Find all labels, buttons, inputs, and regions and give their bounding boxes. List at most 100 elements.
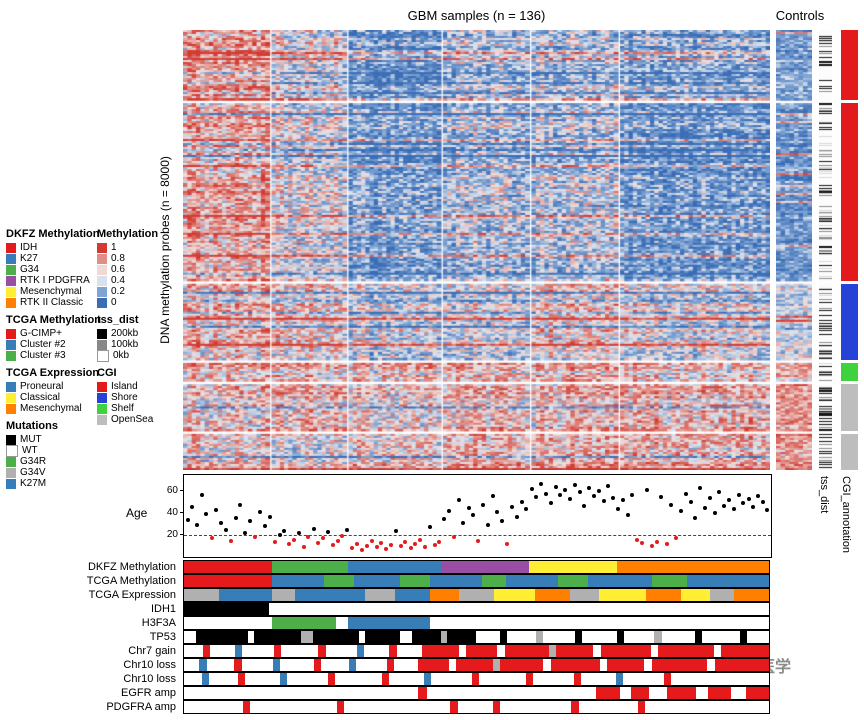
track-segment (429, 575, 483, 587)
age-point (490, 493, 495, 498)
age-point (292, 537, 297, 542)
age-threshold-line (184, 535, 771, 537)
track-segment (268, 603, 769, 615)
legend-swatch (6, 381, 16, 392)
legend-swatch (97, 264, 107, 275)
legend-item: IDH (6, 242, 98, 253)
legend-item: 200kb (97, 328, 189, 339)
track-segment (356, 659, 388, 671)
age-point (238, 502, 243, 507)
legend-item-label: 1 (111, 242, 117, 253)
track-segment (271, 561, 348, 573)
age-point (693, 515, 698, 520)
age-point (500, 518, 505, 523)
age-point (495, 510, 500, 515)
track-segment (497, 645, 505, 657)
track-segment (441, 561, 530, 573)
age-point (572, 482, 577, 487)
legend-swatch (6, 467, 16, 478)
controls-title: Controls (775, 8, 825, 23)
track-segment (558, 575, 588, 587)
track-segment (663, 673, 671, 685)
legend-item: MUT (6, 434, 98, 445)
legend-item: 0 (97, 297, 189, 308)
legend-item-label: Classical (20, 392, 61, 403)
legend-swatch (97, 275, 107, 286)
age-point (258, 510, 263, 515)
track-segment (364, 645, 390, 657)
track-segment (670, 673, 769, 685)
track-label: TP53 (149, 631, 176, 643)
legend-item: K27 (6, 253, 98, 264)
age-point (534, 494, 539, 499)
legend-group-tss-dist: tss_dist 200kb 100kb 0kb (97, 314, 189, 362)
track-segment (500, 659, 544, 671)
age-point (432, 542, 437, 547)
age-point (688, 500, 693, 505)
track-segment (248, 631, 255, 643)
legend-swatch (97, 297, 107, 308)
track-segment (347, 617, 430, 629)
legend-item: RTK I PDGFRA (6, 275, 98, 286)
legend-swatch (97, 414, 107, 425)
age-point (625, 513, 630, 518)
legend-swatch (6, 253, 16, 264)
legend-swatch (6, 328, 16, 339)
track-segment (593, 645, 601, 657)
legend-group-dkfz-methylation: DKFZ Methylation IDH K27 G34 RTK I PDGFRA Mes… (6, 228, 100, 308)
legend-swatch (97, 242, 107, 253)
track-row-dkfz-methylation (183, 560, 770, 574)
legend-item-label: G34V (20, 467, 46, 478)
legend-swatch (97, 381, 107, 392)
legend-column: Methylation 1 0.8 0.6 0.4 0.2 0 tss_dist 200kb 10… (97, 228, 189, 431)
track-segment (651, 659, 708, 671)
legend-item: 0kb (97, 349, 189, 362)
track-segment (334, 673, 382, 685)
main-title: GBM samples (n = 136) (407, 8, 546, 23)
legend-group-mutations: Mutations MUT WT G34R G34V K27M (6, 420, 98, 489)
age-point (471, 513, 476, 518)
track-segment (241, 659, 273, 671)
track-segment (615, 673, 623, 685)
age-point (746, 497, 751, 502)
age-point (345, 527, 350, 532)
legend-swatch (97, 349, 109, 362)
track-segment (505, 575, 559, 587)
age-point (331, 542, 336, 547)
age-tick-label: 60 (166, 485, 178, 497)
track-segment (184, 701, 243, 713)
age-point (442, 516, 447, 521)
legend-item-label: G-CIMP+ (20, 328, 62, 339)
age-tick-label: 20 (166, 529, 178, 541)
track-segment (687, 575, 769, 587)
age-point (461, 521, 466, 526)
track-segment (313, 659, 322, 671)
age-point (364, 544, 369, 549)
track-segment (653, 631, 663, 643)
track-segment (447, 631, 477, 643)
track-segment (631, 687, 650, 699)
age-point (659, 494, 664, 499)
legend-item: 0.8 (97, 253, 189, 264)
track-segment (271, 575, 325, 587)
age-point (630, 492, 635, 497)
track-segment (694, 631, 702, 643)
age-tick-label: 40 (166, 507, 178, 519)
track-segment (423, 673, 431, 685)
track-segment (617, 631, 625, 643)
legend-title: tss_dist (97, 314, 139, 326)
legend-item-label: Island (111, 381, 138, 392)
track-segment (681, 589, 711, 601)
track-segment (580, 673, 616, 685)
age-point (263, 524, 267, 529)
track-segment (548, 645, 556, 657)
age-point (683, 491, 688, 496)
legend-swatch (6, 350, 16, 361)
age-point (301, 545, 306, 550)
track-segment (254, 631, 301, 643)
track-segment (543, 659, 551, 671)
age-point (466, 505, 471, 510)
age-point (393, 528, 398, 533)
age-point (209, 536, 214, 541)
track-segment (575, 631, 583, 643)
